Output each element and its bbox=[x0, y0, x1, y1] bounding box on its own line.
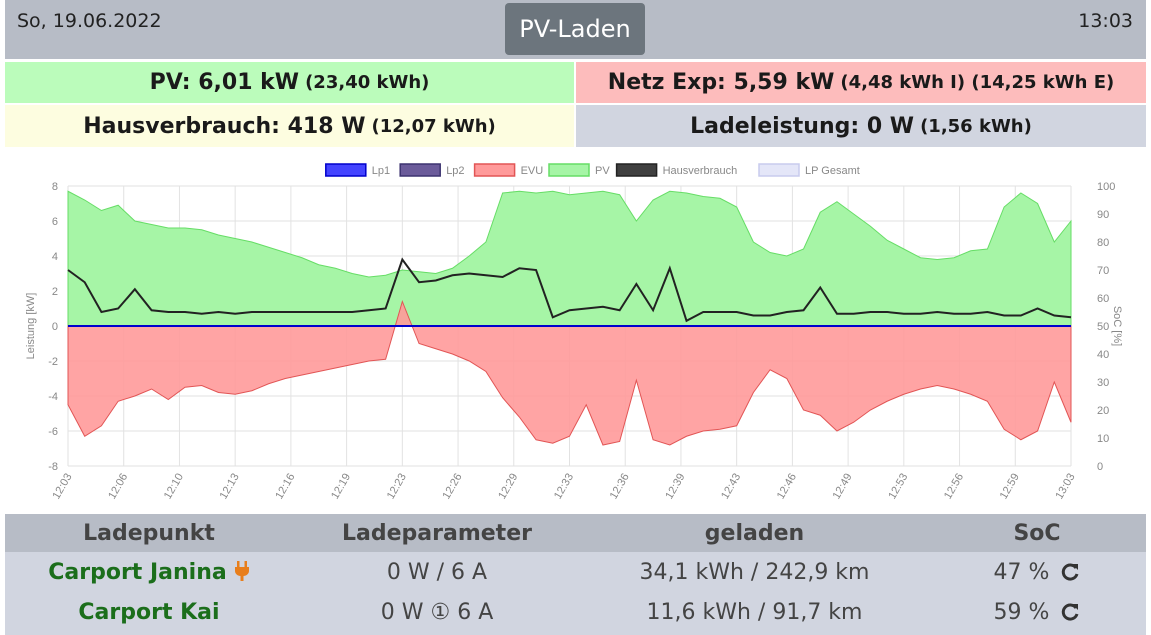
chargepoint-table-header: Ladepunkt Ladeparameter geladen SoC bbox=[5, 514, 1146, 552]
mode-button[interactable]: PV-Laden bbox=[505, 3, 645, 55]
refresh-icon[interactable] bbox=[1060, 560, 1080, 585]
y2-tick-label: 90 bbox=[1097, 209, 1109, 221]
table-row-soc: 59 % bbox=[928, 600, 1146, 625]
y-tick-label: 8 bbox=[52, 181, 58, 193]
y2-tick-label: 70 bbox=[1097, 265, 1109, 277]
y-tick-label: 6 bbox=[52, 216, 58, 228]
grid-energy: (4,48 kWh I) (14,25 kWh E) bbox=[840, 72, 1115, 93]
legend-label: Lp2 bbox=[446, 165, 464, 177]
x-tick-label: 12:36 bbox=[608, 472, 632, 502]
charge-energy: (1,56 kWh) bbox=[920, 115, 1032, 137]
legend-swatch bbox=[758, 163, 800, 177]
x-tick-label: 12:43 bbox=[719, 472, 743, 502]
y2-tick-label: 100 bbox=[1097, 181, 1115, 193]
x-tick-label: 12:59 bbox=[998, 472, 1022, 502]
pv-power: PV: 6,01 kW bbox=[149, 70, 300, 95]
y-tick-label: 2 bbox=[52, 286, 58, 298]
y-axis-title: Leistung [kW] bbox=[25, 293, 37, 360]
legend-label: PV bbox=[595, 165, 610, 177]
x-tick-label: 12:13 bbox=[218, 472, 242, 502]
legend-label: Hausverbrauch bbox=[663, 165, 738, 177]
grid-power: Netz Exp: 5,59 kW bbox=[607, 70, 835, 95]
x-tick-label: 13:03 bbox=[1053, 472, 1077, 502]
legend-label: Lp1 bbox=[372, 165, 390, 177]
y2-tick-label: 50 bbox=[1097, 321, 1109, 333]
chargepoint-name[interactable]: Carport Kai bbox=[78, 600, 220, 625]
y-tick-label: -6 bbox=[48, 426, 58, 438]
pv-energy: (23,40 kWh) bbox=[305, 72, 430, 93]
top-bar: So, 19.06.2022 PV-Laden 13:03 bbox=[5, 0, 1146, 59]
legend-label: LP Gesamt bbox=[805, 165, 860, 177]
y-tick-label: 0 bbox=[52, 321, 58, 333]
y2-axis-title: SoC [%] bbox=[1111, 306, 1123, 346]
legend-swatch bbox=[473, 163, 516, 177]
x-tick-label: 12:39 bbox=[663, 472, 687, 502]
x-tick-label: 12:10 bbox=[162, 472, 186, 502]
table-row-charged: 34,1 kWh / 242,9 km bbox=[639, 560, 870, 585]
soc-value: 47 % bbox=[993, 560, 1050, 585]
header-soc: SoC bbox=[1013, 521, 1061, 546]
x-tick-label: 12:23 bbox=[385, 472, 409, 502]
charge-power: Ladeleistung: 0 W bbox=[690, 113, 915, 139]
table-row-name[interactable]: Carport Janina bbox=[5, 560, 293, 585]
x-tick-label: 12:29 bbox=[496, 472, 520, 502]
legend-swatch bbox=[615, 163, 658, 177]
y-tick-label: -8 bbox=[48, 461, 58, 473]
header-geladen: geladen bbox=[704, 521, 805, 546]
charge-tile: Ladeleistung: 0 W (1,56 kWh) bbox=[576, 105, 1146, 147]
x-tick-label: 12:49 bbox=[831, 472, 855, 502]
house-energy: (12,07 kWh) bbox=[371, 115, 496, 137]
legend-swatch bbox=[548, 163, 590, 177]
table-row-soc: 47 % bbox=[928, 560, 1146, 585]
series-hausverbrauch-line bbox=[67, 257, 1072, 323]
y2-tick-label: 40 bbox=[1097, 349, 1109, 361]
series-pv-area bbox=[67, 190, 1072, 327]
y2-tick-label: 60 bbox=[1097, 293, 1109, 305]
time-display: 13:03 bbox=[1078, 10, 1133, 32]
y-tick-label: -2 bbox=[48, 356, 58, 368]
series-evu-area bbox=[67, 299, 1072, 446]
x-tick-label: 12:16 bbox=[273, 472, 297, 502]
legend-swatch bbox=[399, 163, 441, 177]
x-tick-label: 12:19 bbox=[329, 472, 353, 502]
x-tick-label: 12:53 bbox=[886, 472, 910, 502]
table-row-params[interactable]: 0 W / 6 A bbox=[386, 560, 488, 585]
legend-swatch bbox=[325, 163, 367, 177]
grid-tile: Netz Exp: 5,59 kW (4,48 kWh I) (14,25 kW… bbox=[576, 62, 1146, 103]
y-tick-label: -4 bbox=[48, 391, 58, 403]
header-ladeparameter: Ladeparameter bbox=[342, 521, 532, 546]
x-tick-label: 12:33 bbox=[552, 472, 576, 502]
table-row-params[interactable]: 0 W ① 6 A bbox=[380, 600, 494, 625]
table-row-name[interactable]: Carport Kai bbox=[5, 600, 293, 625]
x-tick-label: 12:03 bbox=[50, 472, 74, 502]
x-tick-label: 12:26 bbox=[440, 472, 464, 502]
y2-tick-label: 10 bbox=[1097, 433, 1109, 445]
chargepoint-name[interactable]: Carport Janina bbox=[48, 560, 227, 585]
house-power: Hausverbrauch: 418 W bbox=[83, 113, 366, 139]
header-ladepunkt: Ladepunkt bbox=[83, 521, 215, 546]
y-tick-label: 4 bbox=[52, 251, 58, 263]
y2-tick-label: 20 bbox=[1097, 405, 1109, 417]
y2-tick-label: 30 bbox=[1097, 377, 1109, 389]
house-tile: Hausverbrauch: 418 W (12,07 kWh) bbox=[5, 105, 574, 147]
x-tick-label: 12:56 bbox=[942, 472, 966, 502]
y2-tick-label: 80 bbox=[1097, 237, 1109, 249]
table-row-charged: 11,6 kWh / 91,7 km bbox=[646, 600, 863, 625]
date-display: So, 19.06.2022 bbox=[17, 10, 162, 32]
soc-value: 59 % bbox=[993, 600, 1050, 625]
refresh-icon[interactable] bbox=[1060, 600, 1080, 625]
chargepoint-table: Carport Janina 0 W / 6 A 34,1 kWh / 242,… bbox=[5, 552, 1146, 635]
y2-tick-label: 0 bbox=[1097, 461, 1103, 473]
pv-tile: PV: 6,01 kW (23,40 kWh) bbox=[5, 62, 574, 103]
plug-icon bbox=[234, 560, 250, 584]
x-tick-label: 12:46 bbox=[775, 472, 799, 502]
legend-label: EVU bbox=[521, 165, 544, 177]
x-tick-label: 12:06 bbox=[106, 472, 130, 502]
